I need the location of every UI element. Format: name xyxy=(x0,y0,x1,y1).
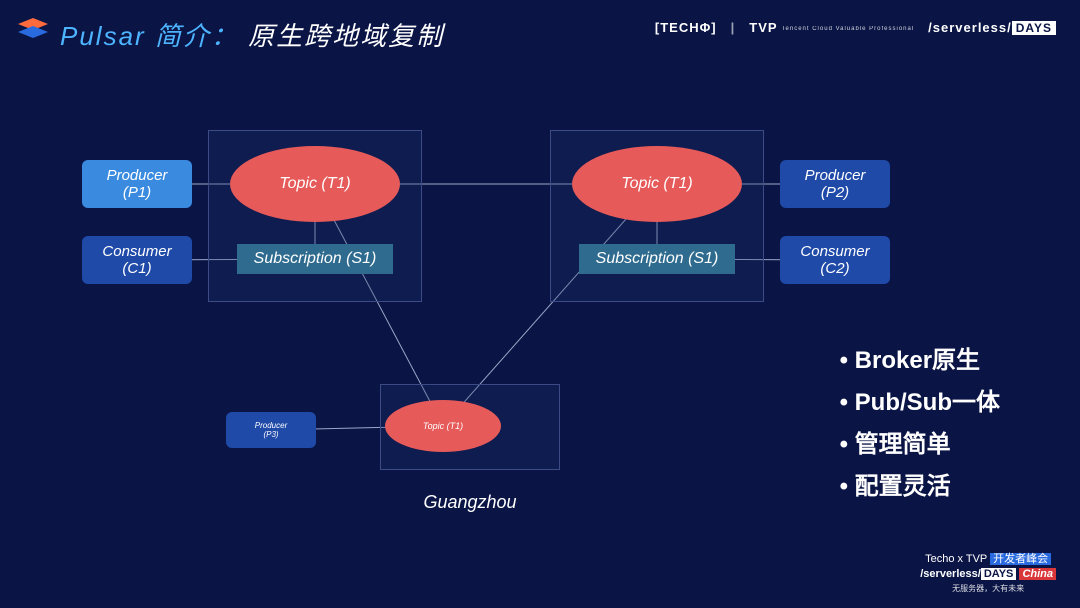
footer-badges: Techo x TVP 开发者峰会 /serverless/DAYS China… xyxy=(920,552,1056,594)
bullet-item: 配置灵活 xyxy=(840,466,1000,508)
footer-row3: 无服务器，大有未来 xyxy=(920,583,1056,594)
bullet-item: Pub/Sub一体 xyxy=(840,382,1000,424)
feature-bullets: Broker原生 Pub/Sub一体 管理简单 配置灵活 xyxy=(840,340,1000,508)
consumer-c1: Consumer(C1) xyxy=(82,236,192,284)
footer-row2: /serverless/DAYS China xyxy=(920,567,1056,582)
diagram-layer: Guangzhou Producer(P1) Consumer(C1) Prod… xyxy=(0,0,1080,608)
topic-t1-right: Topic (T1) xyxy=(572,146,742,222)
footer-row1: Techo x TVP 开发者峰会 xyxy=(920,552,1056,567)
producer-p3: Producer(P3) xyxy=(226,412,316,448)
bullet-item: Broker原生 xyxy=(840,340,1000,382)
subscription-s1-right: Subscription (S1) xyxy=(579,244,735,274)
topic-t1-left: Topic (T1) xyxy=(230,146,400,222)
topic-t1-bottom: Topic (T1) xyxy=(385,400,501,452)
consumer-c2: Consumer(C2) xyxy=(780,236,890,284)
producer-p1: Producer(P1) xyxy=(82,160,192,208)
bullet-item: 管理简单 xyxy=(840,424,1000,466)
producer-p2: Producer(P2) xyxy=(780,160,890,208)
subscription-s1-left: Subscription (S1) xyxy=(237,244,393,274)
region-label-guangzhou: Guangzhou xyxy=(370,492,570,513)
